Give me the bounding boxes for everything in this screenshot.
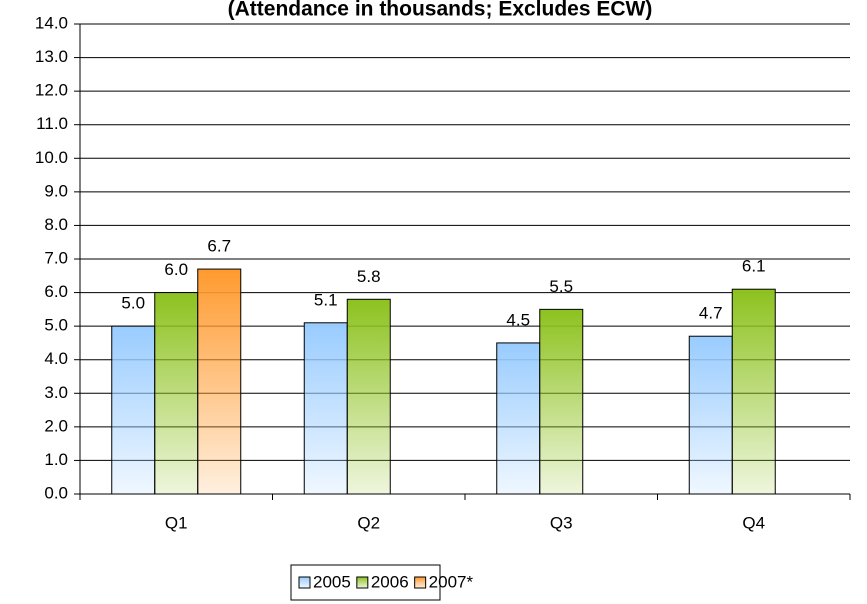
x-tick-label: Q4 xyxy=(742,513,765,532)
legend-swatch xyxy=(356,576,369,589)
data-label: 6.7 xyxy=(207,237,231,256)
bar xyxy=(731,288,776,495)
bar xyxy=(303,322,348,495)
x-tick-label: Q2 xyxy=(357,513,380,532)
bar xyxy=(688,335,733,495)
data-label: 5.1 xyxy=(314,290,338,309)
y-tick-label: 11.0 xyxy=(36,114,68,133)
legend-label: 2005 xyxy=(313,572,351,591)
bar xyxy=(496,342,541,495)
y-tick-label: 14.0 xyxy=(35,13,68,32)
bar xyxy=(154,292,199,495)
legend-label: 2007* xyxy=(429,572,474,591)
y-tick-label: 7.0 xyxy=(44,248,68,267)
y-tick-label: 8.0 xyxy=(44,215,68,234)
y-tick-label: 0.0 xyxy=(44,483,68,502)
bar xyxy=(346,298,391,495)
y-tick-label: 1.0 xyxy=(44,450,68,469)
x-tick-label: Q3 xyxy=(550,513,573,532)
chart-title: (Attendance in thousands; Excludes ECW) xyxy=(228,0,653,21)
y-tick-label: 6.0 xyxy=(44,282,68,301)
y-tick-label: 3.0 xyxy=(44,383,68,402)
data-label: 6.1 xyxy=(742,257,766,276)
bar xyxy=(197,268,242,495)
x-tick-label: Q1 xyxy=(165,513,188,532)
data-label: 5.5 xyxy=(549,277,573,296)
y-tick-label: 9.0 xyxy=(44,181,68,200)
data-label: 4.7 xyxy=(699,304,723,323)
legend-swatch xyxy=(298,576,311,589)
y-tick-label: 10.0 xyxy=(35,148,68,167)
y-tick-label: 4.0 xyxy=(44,349,68,368)
data-label: 4.5 xyxy=(506,310,530,329)
y-tick-label: 2.0 xyxy=(44,416,68,435)
y-tick-label: 13.0 xyxy=(35,47,68,66)
y-tick-label: 5.0 xyxy=(44,316,68,335)
data-label: 6.0 xyxy=(164,260,188,279)
bar xyxy=(539,308,584,495)
legend-label: 2006 xyxy=(371,572,409,591)
legend-swatch xyxy=(414,576,427,589)
data-label: 5.8 xyxy=(357,267,381,286)
bar xyxy=(111,325,156,495)
data-label: 5.0 xyxy=(121,294,145,313)
y-tick-label: 12.0 xyxy=(35,81,68,100)
